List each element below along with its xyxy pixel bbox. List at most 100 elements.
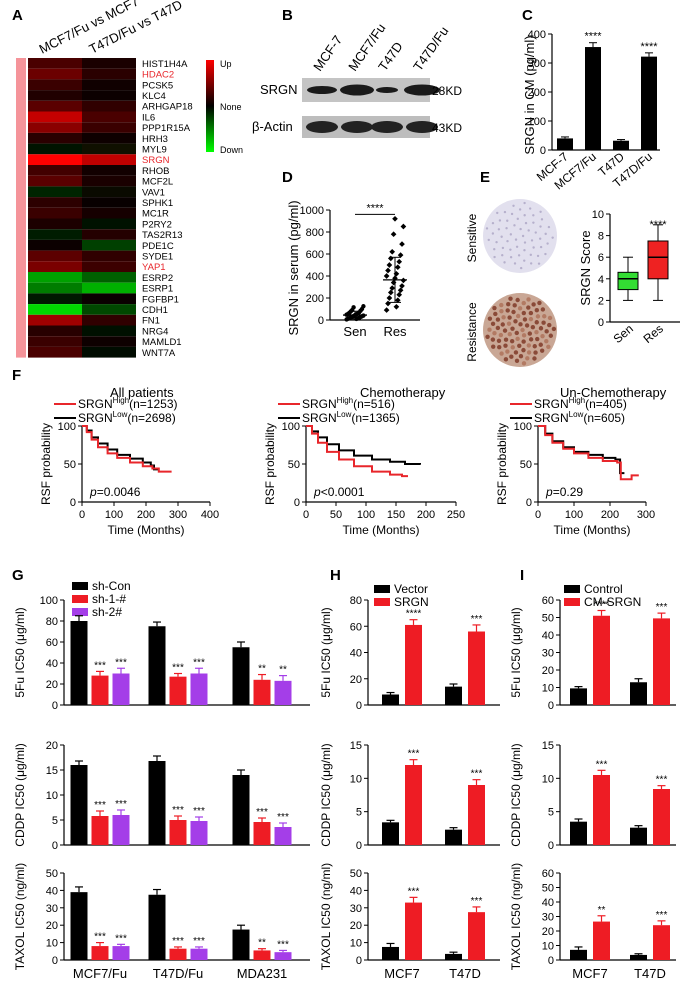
category-label: MCF7 xyxy=(572,966,607,981)
legend-label: sh-2# xyxy=(92,605,122,619)
panel-h-row2-y-tick-label: 20 xyxy=(350,920,362,932)
ihc-texture-dot xyxy=(532,356,537,361)
panel-e-ylabel: SRGN Score xyxy=(578,230,593,305)
significance-label: *** xyxy=(193,936,205,947)
ihc-texture-dot xyxy=(511,309,516,315)
panel-h-row2-y-tick-label: 0 xyxy=(356,955,362,967)
bar xyxy=(405,765,422,845)
ihc-texture-dot xyxy=(505,227,508,230)
heatmap-cell xyxy=(82,261,136,272)
ihc-texture-dot xyxy=(501,253,504,257)
panel-g-row0-y-tick-label: 20 xyxy=(46,679,58,691)
heatmap-gene-label: HDAC2 xyxy=(142,70,174,81)
km-y-tick-label: 0 xyxy=(70,497,76,509)
panel-h-row0-y-tick-label: 80 xyxy=(350,595,362,607)
heatmap-gene-label: HRH3 xyxy=(142,134,168,145)
category-label: Sen xyxy=(611,322,636,346)
box xyxy=(617,271,639,291)
significance-label: **** xyxy=(406,609,422,620)
significance-label: *** xyxy=(471,769,483,780)
ihc-texture-dot xyxy=(506,219,509,222)
blot-row-label: SRGN xyxy=(260,82,298,97)
bar xyxy=(653,925,670,960)
bar-ylabel: 5Fu IC50 (μg/ml) xyxy=(509,607,523,697)
significance-label: *** xyxy=(596,759,608,770)
legend-label: CM-SRGN xyxy=(584,595,641,609)
bar xyxy=(274,827,292,845)
heatmap-cell xyxy=(28,58,82,69)
significance-label: *** xyxy=(94,660,106,671)
heatmap-cell xyxy=(28,314,82,326)
panel-e-y-tick-label: 8 xyxy=(598,231,604,243)
km-y-tick-label: 100 xyxy=(282,421,300,433)
scatter-point xyxy=(387,289,394,296)
significance-label: **** xyxy=(649,219,667,231)
bar xyxy=(445,953,462,960)
ihc-texture-dot xyxy=(540,307,546,312)
panel-i-row1-y-tick-label: 5 xyxy=(548,807,554,819)
bar xyxy=(148,761,166,845)
panel-d-y-tick-label: 0 xyxy=(318,315,324,327)
bar xyxy=(70,621,88,705)
heatmap-cell xyxy=(82,207,136,219)
panel-g-row1-y-tick-label: 5 xyxy=(52,815,58,827)
ihc-texture-dot xyxy=(485,227,489,230)
ihc-texture-dot xyxy=(505,308,510,313)
heatmap-gene-label: SYDE1 xyxy=(142,252,173,263)
heatmap-gene-label: CDH1 xyxy=(142,305,168,316)
panel-g-row1-y-tick-label: 10 xyxy=(46,790,58,802)
km-y-tick-label: 50 xyxy=(520,459,532,471)
bar xyxy=(274,680,292,705)
km-y-tick-label: 0 xyxy=(526,497,532,509)
km-pvalue-value: <0.0001 xyxy=(321,485,365,499)
panel-i-row1-y-tick-label: 0 xyxy=(548,840,554,852)
km-legend-gene: SRGN xyxy=(78,397,113,411)
panel-i-row0-y-tick-label: 0 xyxy=(548,700,554,712)
panel-d-y-tick-label: 200 xyxy=(306,293,324,305)
panel-g-row1-y-tick-label: 20 xyxy=(46,740,58,752)
legend-swatch xyxy=(374,585,390,593)
bar xyxy=(70,765,88,845)
panel-letter-E: E xyxy=(480,169,490,186)
heatmap-cell xyxy=(28,165,82,176)
ihc-texture-dot xyxy=(547,315,553,321)
ihc-texture-dot xyxy=(518,208,522,211)
heatmap-cell xyxy=(82,100,136,112)
km-legend-gene: SRGN xyxy=(534,397,569,411)
ihc-texture-dot xyxy=(519,266,523,270)
ihc-texture-dot xyxy=(526,343,532,348)
km-x-tick-label: 0 xyxy=(79,509,85,521)
significance-label: *** xyxy=(656,910,668,921)
bar xyxy=(382,822,399,845)
ihc-texture-dot xyxy=(528,316,534,322)
legend-label: Control xyxy=(584,582,623,596)
km-legend-sup: Low xyxy=(337,410,352,419)
significance-label: *** xyxy=(115,933,127,944)
category-label: T47D xyxy=(449,966,481,981)
ihc-texture-dot xyxy=(495,317,501,322)
heatmap-cell xyxy=(82,304,136,315)
ihc-texture-dot xyxy=(496,338,502,343)
ihc-texture-dot xyxy=(515,336,520,342)
legend-swatch xyxy=(564,585,580,593)
ihc-texture-dot xyxy=(493,255,496,259)
ihc-texture-dot xyxy=(551,236,554,239)
ihc-texture-dot xyxy=(499,351,504,356)
bar xyxy=(570,688,587,705)
legend-none-label: None xyxy=(220,102,242,112)
bar xyxy=(593,615,610,705)
ihc-texture-dot xyxy=(491,232,495,235)
heatmap-sidebar xyxy=(16,58,26,358)
ihc-texture-dot xyxy=(539,225,542,228)
km-x-tick-label: 300 xyxy=(637,509,655,521)
bar xyxy=(630,682,647,705)
significance-label: *** xyxy=(256,807,268,818)
ihc-texture-dot xyxy=(544,338,549,344)
category-label: Sen xyxy=(343,324,366,339)
ihc-texture-dot xyxy=(520,327,525,333)
heatmap-cell xyxy=(82,122,136,133)
significance-label: *** xyxy=(193,657,205,668)
heatmap-cell xyxy=(28,261,82,272)
significance-label: *** xyxy=(656,775,668,786)
